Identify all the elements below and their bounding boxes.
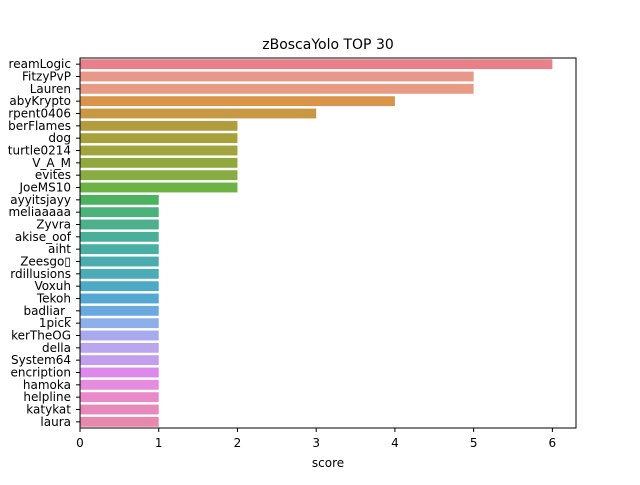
- x-tick-label: 0: [76, 436, 84, 450]
- y-tick-label: helpline: [23, 390, 71, 404]
- y-tick-label: Zeesgo▯: [20, 255, 71, 269]
- bar: [80, 133, 238, 144]
- y-tick-label: turtle0214: [8, 144, 71, 158]
- bar: [80, 256, 159, 267]
- bar: [80, 231, 159, 242]
- x-tick-label: 3: [312, 436, 320, 450]
- x-tick-label: 5: [470, 436, 478, 450]
- plot-frame: [79, 57, 577, 429]
- bar: [80, 83, 474, 94]
- y-tick-label: evites: [35, 168, 71, 182]
- bar: [80, 367, 159, 378]
- bar: [80, 59, 553, 70]
- bar: [80, 379, 159, 390]
- bar: [80, 207, 159, 218]
- y-tick-label: encription: [11, 366, 71, 380]
- y-tick-label: della: [42, 341, 71, 355]
- y-tick-label: Voxuh: [34, 279, 71, 293]
- bar: [80, 355, 159, 366]
- y-tick-label: dog: [48, 131, 71, 145]
- x-tick-label: 4: [391, 436, 399, 450]
- bar: [80, 392, 159, 403]
- y-tick-label: Tekoh: [36, 292, 71, 306]
- y-tick-label: meliaaaaa: [8, 205, 71, 219]
- bar: [80, 170, 238, 181]
- y-tick-label: hamoka: [23, 378, 71, 392]
- y-tick-label: akise_oof: [15, 230, 72, 244]
- bar: [80, 293, 159, 304]
- y-tick-label: System64: [11, 353, 71, 367]
- y-tick-label: berFlames: [8, 119, 71, 133]
- bar: [80, 342, 159, 353]
- y-tick-label: kerTheOG: [11, 329, 71, 343]
- bar: [80, 71, 474, 82]
- bars-group: [80, 59, 553, 427]
- y-tick-label: Zyvra: [36, 218, 71, 232]
- bar: [80, 108, 317, 119]
- y-tick-label: reamLogic: [9, 57, 71, 71]
- x-tick-label: 2: [234, 436, 242, 450]
- bar: [80, 330, 159, 341]
- y-tick-label: rdillusions: [10, 267, 71, 281]
- x-axis-label: score: [312, 456, 344, 470]
- bar: [80, 96, 395, 107]
- bar: [80, 182, 238, 193]
- bar: [80, 157, 238, 168]
- x-tick-label: 1: [155, 436, 163, 450]
- bar: [80, 318, 159, 329]
- bar: [80, 305, 159, 316]
- x-ticks: 0 1 2 3 4 5 6: [76, 428, 556, 450]
- x-tick-label: 6: [549, 436, 557, 450]
- y-tick-label: JoeMS10: [18, 181, 71, 195]
- bar: [80, 145, 238, 156]
- y-tick-label: aiht: [48, 242, 71, 256]
- bar: [80, 268, 159, 279]
- y-tick-label: FitzyPvP: [22, 70, 71, 84]
- y-tick-label: Lauren: [30, 82, 71, 96]
- y-tick-label: abyKrypto: [9, 94, 71, 108]
- y-tick-label: laura: [40, 415, 71, 429]
- y-tick-label: V_A_M: [32, 156, 71, 170]
- bar: [80, 416, 159, 427]
- y-tick-label: rpent0406: [8, 107, 71, 121]
- y-tick-label: ayyitsjayy: [10, 193, 71, 207]
- chart-title: zBoscaYolo TOP 30: [262, 37, 394, 53]
- y-tick-label: katykat: [26, 403, 71, 417]
- bar: [80, 281, 159, 292]
- y-tick-labels: reamLogicFitzyPvPLaurenabyKryptorpent040…: [8, 57, 80, 429]
- bar: [80, 219, 159, 230]
- bar: [80, 244, 159, 255]
- y-tick-label: 1pick: [39, 316, 71, 330]
- bar: [80, 194, 159, 205]
- bar: [80, 404, 159, 415]
- y-tick-label: badliar_: [23, 304, 72, 318]
- bar: [80, 120, 238, 131]
